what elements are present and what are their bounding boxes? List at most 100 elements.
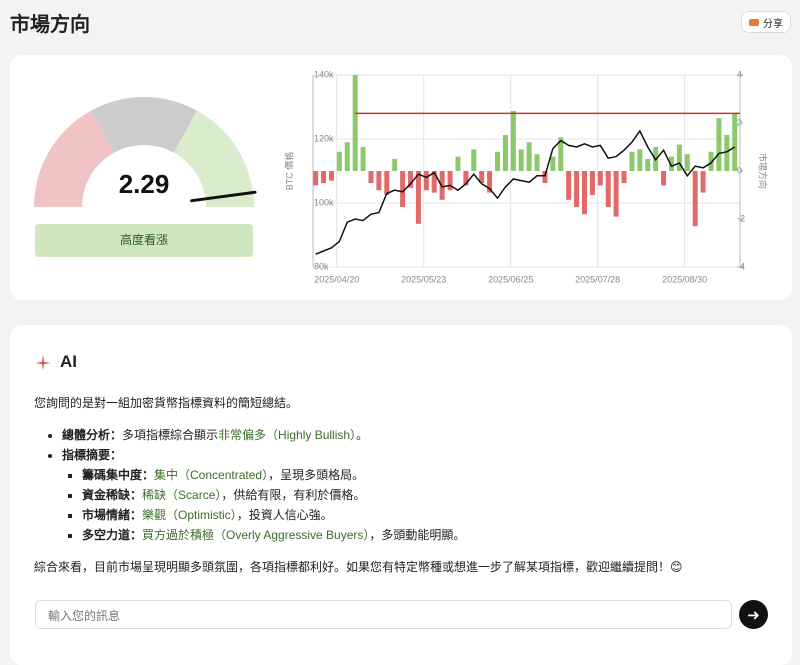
bar	[384, 171, 390, 195]
text-segment: ，呈現多頭格局。	[268, 468, 365, 482]
bar	[313, 171, 319, 186]
bar	[676, 144, 682, 171]
y-axis-title: BTC 價格	[283, 152, 294, 191]
text-segment: 。	[356, 428, 369, 442]
gauge-label: 高度看漲	[120, 232, 168, 247]
list-item: 資金稀缺：稀缺（Scarce），供給有限，有利於價格。	[82, 485, 764, 505]
bar	[716, 118, 722, 171]
text-segment: 買方過於積極（Overly Aggressive Buyers）	[142, 528, 370, 542]
text-segment: ，供給有限，有利於價格。	[221, 488, 366, 502]
y-tick-label: 100k	[314, 197, 334, 207]
y-tick-label: 120k	[314, 133, 334, 143]
bar	[668, 156, 674, 171]
market-card: 2.29高度看漲140k120k100k80k420-2-42025/04/20…	[10, 55, 792, 300]
bar	[408, 171, 414, 188]
bar	[550, 156, 556, 171]
ai-card: AI 您詢問的是對一組加密貨幣指標資料的簡短總結。 總體分析：多項指標綜合顯示非…	[10, 325, 792, 665]
gauge-band	[91, 96, 197, 153]
chart: 2.29高度看漲140k120k100k80k420-2-42025/04/20…	[34, 69, 769, 284]
text-segment: 樂觀（Optimistic）	[142, 508, 237, 522]
gauge-value: 2.29	[119, 169, 170, 199]
bar	[344, 142, 350, 171]
x-tick-label: 2025/07/28	[575, 274, 620, 284]
bar	[724, 135, 730, 171]
text-segment: ，投資人信心強。	[236, 508, 333, 522]
bullet-list: 籌碼集中度：集中（Concentrated），呈現多頭格局。資金稀缺：稀缺（Sc…	[62, 465, 764, 545]
ai-header: AI	[34, 352, 77, 372]
bar	[684, 154, 690, 171]
bar	[368, 171, 374, 183]
list-item: 籌碼集中度：集中（Concentrated），呈現多頭格局。	[82, 465, 764, 485]
text-segment: 指標摘要：	[62, 448, 123, 462]
bar	[732, 113, 738, 171]
bar	[321, 171, 327, 183]
page-title: 市場方向	[10, 14, 90, 36]
bar	[708, 151, 714, 171]
y2-tick-label: -2	[737, 213, 745, 223]
bar	[518, 149, 524, 171]
bar	[376, 171, 382, 191]
text-segment: 總體分析：	[62, 428, 123, 442]
text-segment: 籌碼集中度：	[82, 468, 155, 482]
gauge-band	[34, 110, 115, 207]
y2-tick-label: -4	[737, 261, 745, 271]
bar	[471, 149, 477, 171]
bar	[400, 171, 406, 207]
bar	[510, 111, 516, 171]
bar	[447, 171, 453, 191]
text-segment: 資金稀缺：	[82, 488, 143, 502]
ai-outro: 綜合來看，目前市場呈現明顯多頭氛圍，各項指標都利好。如果您有特定幣種或想進一步了…	[34, 560, 683, 574]
y-tick-label: 80k	[314, 261, 329, 271]
bar	[415, 171, 421, 224]
share-label: 分享	[763, 18, 783, 30]
y-tick-label: 140k	[314, 69, 334, 79]
list-item: 市場情緒：樂觀（Optimistic），投資人信心強。	[82, 505, 764, 525]
bar	[352, 75, 358, 171]
bar	[392, 159, 398, 171]
text-segment: 多項指標綜合顯示	[122, 428, 219, 442]
bar	[613, 171, 619, 217]
ai-intro: 您詢問的是對一組加密貨幣指標資料的簡短總結。	[34, 396, 299, 410]
x-tick-label: 2025/08/30	[662, 274, 707, 284]
text-segment: 多空力道：	[82, 528, 143, 542]
ai-message: 您詢問的是對一組加密貨幣指標資料的簡短總結。 總體分析：多項指標綜合顯示非常偏多…	[34, 393, 764, 589]
bullet-list: 總體分析：多項指標綜合顯示非常偏多（Highly Bullish）。指標摘要： 籌…	[34, 425, 764, 545]
bar	[423, 171, 429, 191]
share-icon	[749, 18, 759, 26]
bar	[629, 151, 635, 171]
bar	[645, 159, 651, 171]
bar	[605, 171, 611, 207]
x-tick-label: 2025/04/20	[314, 274, 359, 284]
text-segment: ，多頭動能明顯。	[369, 528, 466, 542]
bar	[455, 156, 461, 171]
text-segment: 集中（Concentrated）	[154, 468, 269, 482]
bar	[637, 149, 643, 171]
price-line	[315, 129, 736, 255]
send-button[interactable]: ➜	[739, 600, 768, 629]
text-segment: 非常偏多（Highly Bullish）	[218, 428, 357, 442]
list-item: 指標摘要： 籌碼集中度：集中（Concentrated），呈現多頭格局。資金稀缺：…	[62, 445, 764, 545]
share-button[interactable]: 分享	[741, 11, 791, 33]
ai-icon	[35, 354, 51, 370]
bar	[487, 171, 493, 193]
bar	[581, 171, 587, 215]
gauge-band	[173, 110, 254, 207]
text-segment: 市場情緒：	[82, 508, 143, 522]
list-item: 總體分析：多項指標綜合顯示非常偏多（Highly Bullish）。	[62, 425, 764, 445]
bar	[566, 171, 572, 200]
bar	[439, 171, 445, 200]
bar	[502, 135, 508, 171]
list-item: 多空力道：買方過於積極（Overly Aggressive Buyers），多頭…	[82, 525, 764, 545]
bar	[621, 171, 627, 183]
bar	[542, 171, 548, 183]
bar	[526, 142, 532, 171]
bar	[479, 171, 485, 183]
bar	[336, 151, 342, 171]
bar	[534, 154, 540, 171]
bar	[495, 151, 501, 171]
message-input[interactable]: 輸入您的訊息	[35, 600, 732, 629]
gauge-label-bg	[35, 224, 253, 257]
bar	[574, 171, 580, 207]
ai-title: AI	[60, 352, 77, 371]
